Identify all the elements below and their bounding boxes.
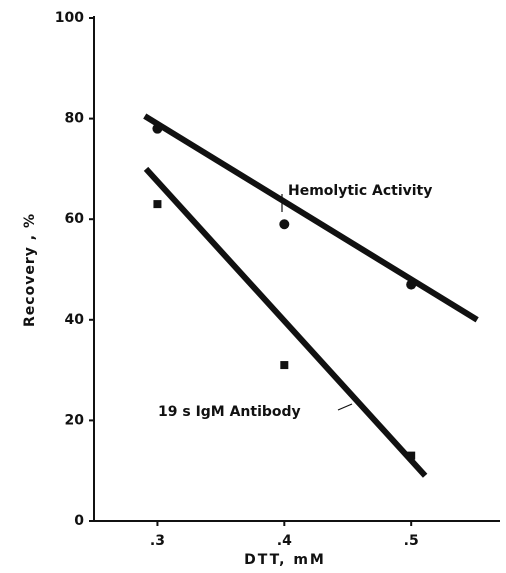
y-tick-label: 80 [65,111,85,127]
fit-line [143,166,428,478]
point [280,361,289,370]
y-tick-label: 100 [55,10,84,26]
x-tick-label: .5 [404,533,419,549]
x-axis-label: DTT, mM [244,552,326,568]
point [153,200,162,209]
series-label: 19 s IgM Antibody [158,404,301,420]
point [152,123,163,134]
series-label: Hemolytic Activity [288,183,432,199]
x-tick-label: .3 [150,533,165,549]
y-tick-label: 40 [65,312,85,328]
point [406,279,417,290]
y-tick-label: 0 [74,513,84,529]
annotation-arrow [337,403,353,411]
fit-line [143,113,479,323]
point [279,219,290,230]
y-tick-label: 20 [65,412,85,428]
x-tick-label: .4 [277,533,292,549]
y-axis-label: Recovery , % [22,213,38,327]
point [407,451,416,460]
y-tick-label: 60 [65,211,85,227]
